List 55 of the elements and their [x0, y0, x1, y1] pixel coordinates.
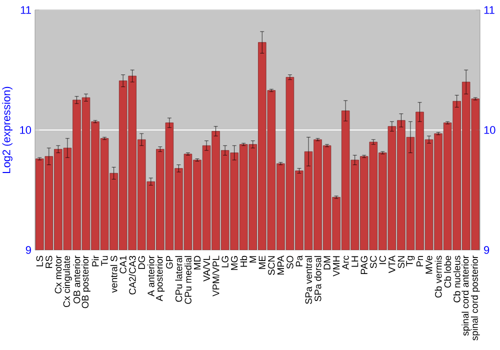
x-tick-label: MVe	[426, 256, 432, 274]
y2-tick-label: 10	[484, 126, 496, 134]
x-tick-label: VTA	[388, 255, 396, 274]
x-tick-label: MPA	[277, 255, 284, 274]
x-tick-label: OB posterior	[82, 256, 90, 308]
x-tick-label: Cb nucleus	[453, 256, 460, 302]
x-tick-label: CPu medial	[184, 256, 192, 304]
x-tick-label: SO	[286, 256, 294, 269]
x-tick-label: DM	[324, 256, 330, 270]
x-tick-label: ME	[258, 256, 266, 269]
x-tick-label: LH	[352, 256, 358, 267]
x-tick-label: Pn	[416, 256, 423, 266]
x-tick-label: A anterior	[147, 256, 154, 296]
x-tick-label: Cb vermis	[434, 256, 442, 298]
x-tick-label: VPM/VPL	[212, 256, 220, 296]
x-tick-label: RS	[46, 256, 52, 268]
x-tick-label: SC	[370, 256, 377, 268]
x-tick-label: MD	[194, 256, 200, 270]
x-tick-label: GP	[166, 256, 173, 269]
x-tick-label: M	[250, 256, 256, 263]
x-tick-label: LG	[222, 256, 228, 268]
x-tick-label: Pir	[92, 256, 99, 266]
x-tick-label: ventral S	[110, 256, 118, 293]
x-tick-label: Cx cingulate	[63, 256, 72, 308]
y-tick-label: 9	[26, 246, 31, 254]
x-tick-label: Tu	[101, 256, 108, 266]
x-tick-label: SCN	[268, 256, 275, 275]
x-tick-label: Cx motor	[54, 256, 62, 294]
y-tick-label: 10	[20, 126, 32, 134]
x-tick-label: LS	[36, 256, 43, 266]
x-tick-label: Cb lobe	[444, 256, 452, 288]
y-axis-title: Log2 (expression)	[2, 86, 12, 173]
x-tick-label: Tg	[406, 256, 415, 266]
x-tick-label: SN	[398, 256, 405, 268]
x-tick-label: spinal cord anterior	[462, 256, 471, 336]
y2-tick-label: 9	[484, 246, 490, 254]
x-tick-label: CPu lateral	[175, 256, 182, 302]
x-tick-label: CA2/CA3	[128, 256, 136, 294]
x-tick-label: PAG	[360, 256, 368, 274]
x-tick-label: DG	[138, 256, 145, 269]
x-tick-label: OB anterior	[73, 256, 80, 304]
x-tick-label: spinal cord posterior	[470, 256, 480, 340]
x-tick-label: Pa	[296, 255, 303, 266]
x-tick-label: Arc	[342, 256, 349, 270]
x-tick-label: VMH	[333, 256, 340, 276]
x-tick-label: SPa ventral	[305, 256, 312, 304]
x-tick-label: CA1	[120, 256, 126, 274]
x-tick-label: SPa dorsal	[314, 256, 322, 302]
x-tick-label: MG	[230, 256, 238, 270]
x-tick-label: VA/VL	[203, 256, 210, 282]
x-tick-label: IC	[379, 256, 386, 264]
y-tick-label: 11	[20, 6, 31, 14]
y2-tick-label: 11	[484, 6, 494, 14]
x-tick-label: Hb	[240, 256, 248, 267]
x-tick-label: A posterior	[156, 256, 165, 302]
